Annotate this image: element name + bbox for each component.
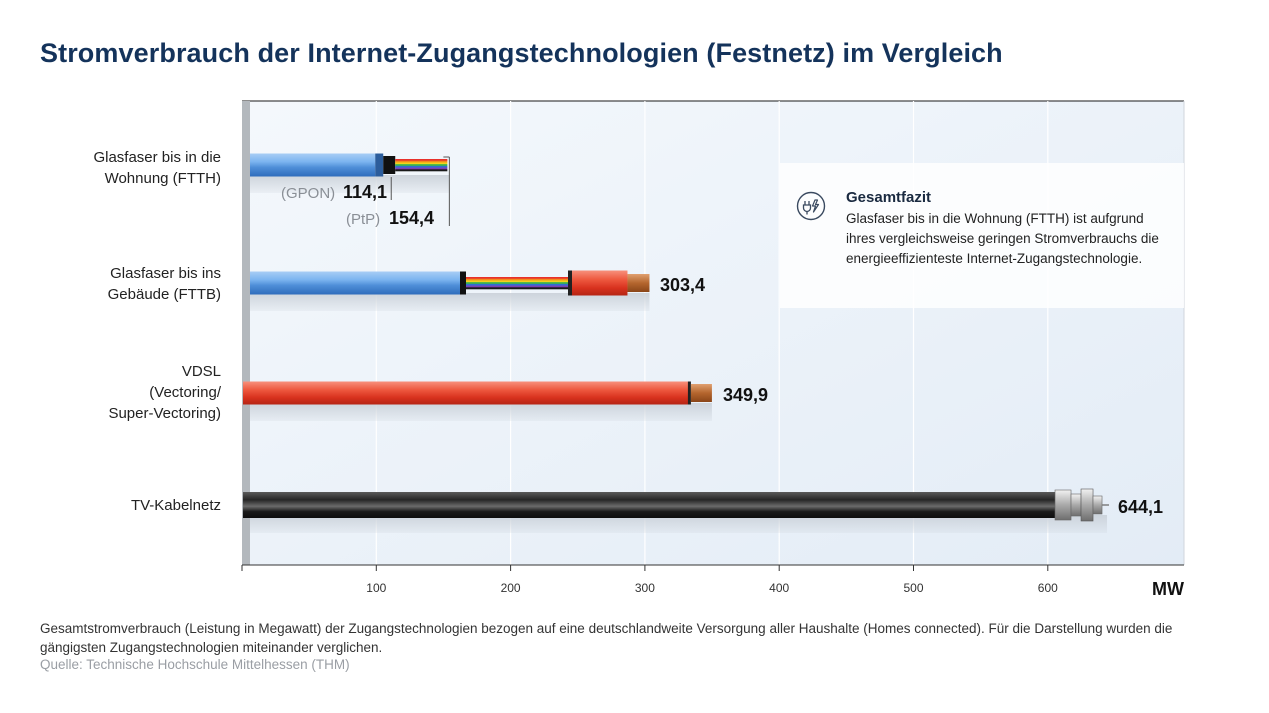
x-tick-label: 400 bbox=[769, 581, 789, 595]
callout-text: Glasfaser bis in die Wohnung (FTTH) ist … bbox=[846, 211, 1159, 266]
category-label-tv-kabelnetz: TV-Kabelnetz bbox=[130, 497, 221, 514]
bar-fttb-wire bbox=[627, 274, 650, 292]
fiber-strand bbox=[466, 282, 570, 285]
bar-shadow bbox=[250, 293, 650, 311]
source-note: Quelle: Technische Hochschule Mittelhess… bbox=[40, 657, 350, 672]
bar-fttb-sleeve bbox=[460, 271, 466, 295]
bar-tv-connector-nut bbox=[1054, 489, 1072, 521]
variant-label-ptp: (PtP) bbox=[346, 211, 381, 228]
x-tick-label: 100 bbox=[366, 581, 386, 595]
fiber-strand bbox=[395, 165, 448, 168]
bar-vdsl bbox=[243, 381, 690, 405]
bar-shadow bbox=[250, 403, 712, 421]
bar-tv-connector-body bbox=[1070, 493, 1082, 517]
power-plug-icon bbox=[796, 191, 826, 221]
footnote: Gesamtstromverbrauch (Leistung in Megawa… bbox=[40, 621, 1173, 655]
bar-tv-connector-hex bbox=[1080, 488, 1094, 522]
fiber-strand bbox=[395, 167, 448, 170]
fiber-strand bbox=[466, 283, 570, 286]
y-axis-bar bbox=[242, 101, 250, 565]
bar-vdsl-wire bbox=[690, 384, 712, 402]
bar-fttb-fiber bbox=[250, 271, 460, 295]
bar-ftth-sleeve bbox=[383, 156, 396, 174]
x-axis-unit: MW bbox=[1152, 579, 1184, 599]
category-label-fttb: Glasfaser bis ins Gebäude (FTTB) bbox=[107, 265, 221, 303]
fiber-strand bbox=[395, 159, 448, 162]
category-label-ftth: Glasfaser bis in die Wohnung (FTTH) bbox=[93, 149, 221, 187]
bar-tv-kabelnetz bbox=[243, 492, 1056, 518]
fiber-strand bbox=[395, 164, 448, 167]
bar-shadow bbox=[250, 515, 1108, 533]
fiber-strand bbox=[395, 160, 448, 163]
x-tick-label: 600 bbox=[1038, 581, 1058, 595]
x-tick-label: 500 bbox=[903, 581, 923, 595]
chart-title: Stromverbrauch der Internet-Zugangstechn… bbox=[40, 38, 1003, 68]
fiber-strand bbox=[466, 285, 570, 288]
category-label-vdsl: VDSL (Vectoring/ Super-Vectoring) bbox=[108, 363, 221, 422]
bar-tv-connector-tip bbox=[1092, 495, 1103, 515]
data-label-gpon: 114,1 bbox=[343, 182, 388, 202]
fiber-strand bbox=[466, 287, 570, 290]
x-tick-label: 300 bbox=[635, 581, 655, 595]
data-label-vdsl: 349,9 bbox=[723, 385, 769, 405]
fiber-strand bbox=[466, 278, 570, 281]
fiber-strand bbox=[395, 162, 448, 165]
x-tick-label: 200 bbox=[501, 581, 521, 595]
data-label-ptp: 154,4 bbox=[389, 208, 435, 228]
fiber-strand bbox=[466, 280, 570, 283]
bar-ftth-collar bbox=[375, 153, 384, 177]
variant-label-gpon: (GPON) bbox=[281, 185, 336, 202]
fiber-strand bbox=[466, 277, 570, 280]
summary-callout: Gesamtfazit Glasfaser bis in die Wohnung… bbox=[780, 163, 1184, 308]
data-label-fttb: 303,4 bbox=[660, 275, 706, 295]
fiber-strand bbox=[395, 169, 448, 172]
bar-fttb-copper bbox=[570, 270, 628, 296]
bar-fttb-joint bbox=[568, 270, 572, 296]
bar-shadow bbox=[250, 175, 450, 193]
bar-ftth bbox=[250, 153, 376, 177]
bar-vdsl-end bbox=[687, 381, 691, 405]
callout-title: Gesamtfazit bbox=[846, 189, 932, 206]
data-label-tv-kabelnetz: 644,1 bbox=[1118, 497, 1164, 517]
